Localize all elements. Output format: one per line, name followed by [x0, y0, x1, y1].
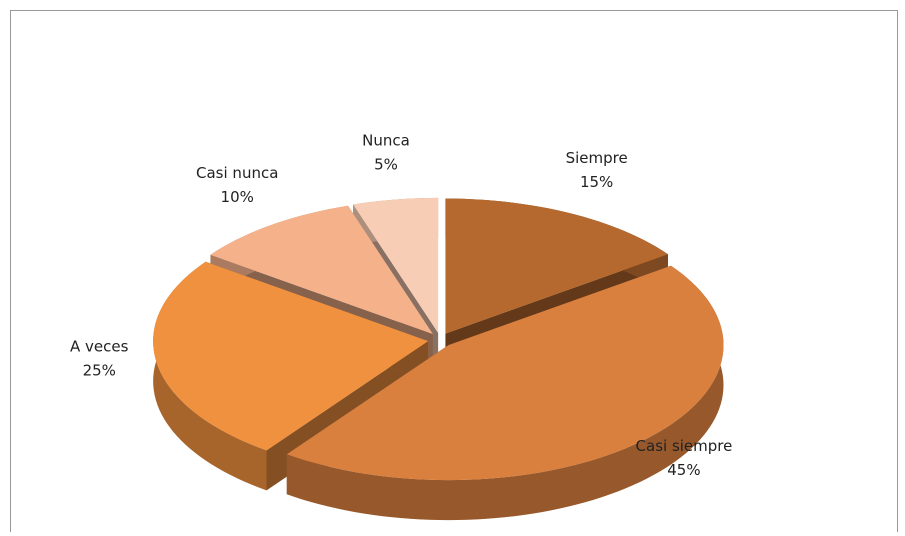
slice-top	[353, 197, 439, 333]
slice-shade	[286, 265, 724, 521]
slice-top	[153, 261, 429, 451]
slice-value-label: 25%	[83, 362, 116, 380]
slice-value-label: 10%	[221, 188, 254, 206]
slice-value-label: 5%	[374, 156, 398, 174]
slice-label: Siempre	[566, 149, 628, 167]
slice-label: Casi siempre	[636, 437, 733, 455]
slice-top	[445, 198, 668, 334]
slice-side	[286, 265, 724, 521]
slice-label: Nunca	[362, 132, 410, 150]
slice-label: A veces	[70, 338, 129, 356]
slice-top	[286, 265, 724, 481]
pie-slice	[286, 265, 724, 521]
slice-value-label: 15%	[580, 173, 613, 191]
slice-value-label: 45%	[667, 461, 700, 479]
slice-top	[210, 205, 433, 335]
slice-label: Casi nunca	[196, 164, 278, 182]
